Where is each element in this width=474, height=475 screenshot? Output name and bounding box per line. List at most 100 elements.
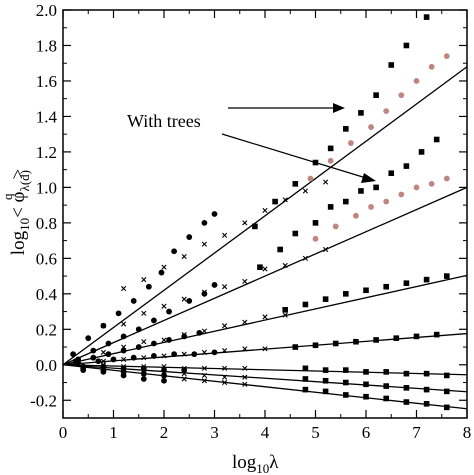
data-point-circle [211, 282, 218, 288]
data-point-square [292, 230, 299, 237]
data-point-circle [95, 358, 102, 365]
data-point-square [388, 62, 395, 68]
data-point-square [363, 393, 369, 400]
data-point-cross [201, 372, 207, 379]
data-point-circle [130, 298, 137, 304]
data-point-circle [211, 211, 218, 217]
data-point-square [343, 198, 349, 205]
data-point-square [322, 296, 329, 302]
data-point-cross [242, 381, 248, 387]
data-point-square [373, 184, 379, 191]
data-point-square [403, 385, 410, 391]
data-point-square [444, 388, 450, 395]
fit-lines [62, 66, 468, 410]
data-point-cross [161, 363, 167, 370]
data-point-circle [368, 124, 374, 130]
annotation-arrow-lower [221, 133, 367, 179]
data-point-circle [75, 360, 82, 366]
data-point-cross [181, 332, 187, 338]
data-point-circle [186, 298, 193, 304]
data-point-circle [110, 356, 117, 363]
data-point-circle [332, 223, 339, 230]
data-point-circle [135, 344, 142, 350]
data-point-circle [398, 92, 405, 99]
data-point-square [403, 399, 410, 405]
data-point-square [322, 377, 329, 384]
x-tick-label: 2 [160, 423, 169, 442]
y-tick-label: 1.2 [36, 143, 57, 162]
fit-line-3 [62, 274, 468, 366]
data-point-cross [161, 264, 167, 270]
data-point-cross [181, 376, 187, 382]
data-point-cross [181, 365, 187, 371]
y-tick-label: 2.0 [36, 1, 57, 20]
fit-line-6 [62, 364, 468, 393]
y-tick-label: -0.2 [30, 391, 57, 410]
data-point-cross [222, 323, 228, 329]
y-tick-label: 0.0 [36, 356, 57, 375]
data-point-cross [121, 369, 127, 375]
axis-ticks: 0 1 2 3 4 5 6 7 8 -0.2 0.0 0.2 0.4 0.6 0.8 1.0 1.2 1.4 1.6… [30, 1, 471, 442]
data-point-square [444, 404, 450, 411]
data-point-cross [302, 188, 308, 194]
data-point-cross [201, 349, 207, 355]
data-point-circle [428, 63, 435, 70]
data-point-circle [120, 333, 127, 340]
data-point-square [358, 188, 364, 194]
y-tick-label: 1.6 [36, 72, 57, 91]
fit-line-7 [62, 364, 468, 410]
data-point-square [353, 338, 359, 345]
data-point-cross [161, 372, 167, 379]
data-point-square [383, 369, 389, 375]
data-point-square [418, 149, 425, 155]
data-point-circle [90, 354, 97, 361]
data-point-cross [141, 277, 147, 283]
y-axis-title-subscript: λ(d) [17, 170, 32, 191]
x-tick-label: 5 [311, 423, 320, 442]
data-point-square [257, 264, 263, 271]
x-tick-label: 6 [362, 423, 371, 442]
data-point-circle [85, 335, 92, 342]
data-point-square [343, 379, 349, 386]
data-point-circle [443, 53, 450, 60]
data-point-cross [121, 285, 127, 292]
data-point-square [403, 163, 410, 169]
data-point-square [312, 220, 319, 226]
y-axis-title-base-subscript: 10 [17, 218, 32, 231]
data-point-circle [158, 269, 165, 276]
data-point-square [423, 14, 430, 20]
data-point-square [388, 170, 395, 176]
with-trees-annotation: With trees [127, 103, 376, 183]
data-point-circle [211, 349, 218, 356]
data-point-circle [151, 317, 157, 324]
data-point-square [444, 372, 450, 379]
data-point-square [363, 369, 369, 375]
y-tick-label: 0.6 [36, 249, 57, 268]
data-point-cross [161, 303, 167, 309]
data-point-square [302, 365, 309, 372]
data-point-circle [181, 333, 188, 340]
data-point-cross [141, 310, 147, 316]
x-axis-title-tail: λ [269, 452, 279, 473]
data-point-circle [90, 347, 97, 354]
y-tick-label: 0.2 [36, 320, 57, 339]
data-point-circle [140, 376, 147, 382]
data-points [70, 14, 450, 411]
data-point-circle [353, 212, 359, 219]
data-point-cross [222, 232, 228, 238]
data-point-square [363, 381, 369, 388]
data-point-square [272, 198, 278, 205]
data-point-square [322, 367, 329, 373]
data-point-cross [181, 296, 187, 302]
data-point-circle [115, 310, 122, 317]
data-point-circle [140, 365, 147, 372]
data-point-square [403, 42, 410, 49]
data-point-square [373, 337, 379, 343]
data-point-square [312, 342, 319, 349]
data-point-cross [121, 356, 127, 363]
data-point-cross [222, 365, 228, 371]
data-point-cross [323, 246, 329, 253]
data-point-square [277, 246, 283, 253]
x-tick-label: 8 [463, 423, 472, 442]
data-point-cross [282, 197, 288, 203]
